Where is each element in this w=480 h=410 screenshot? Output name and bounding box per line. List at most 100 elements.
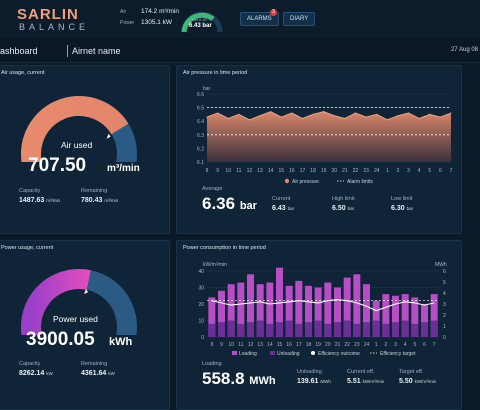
current-pressure-label: Current [272, 196, 291, 202]
power-x-tick: 10 [228, 342, 234, 348]
legend-efficiency-outcome: Efficiency outcome [318, 351, 360, 357]
pressure-point [407, 112, 410, 114]
unloading-bar [411, 323, 419, 337]
power-capacity-value: 8262.14 kW [19, 370, 53, 377]
loading-bar [305, 285, 312, 337]
pressure-x-tick: 17 [300, 168, 306, 174]
pressure-x-tick: 20 [332, 168, 338, 174]
pressure-point [333, 115, 335, 117]
power-value: 1305.1 kW [141, 19, 173, 26]
unloading-bar [372, 320, 380, 337]
unloading-bar [314, 320, 322, 337]
power-x-tick: 13 [257, 342, 263, 348]
unloading-bar [276, 322, 283, 337]
pressure-mini-gauge: Set 6.50 6.43 bar [180, 6, 224, 41]
power-x-tick: 15 [277, 342, 283, 348]
air-usage-gauge [21, 96, 137, 162]
power-x-tick: 23 [354, 342, 360, 348]
power-capacity-label: Capacity [19, 361, 41, 367]
pressure-point [259, 115, 261, 117]
power-y-left-tick: 10 [198, 319, 204, 325]
unloading-bar [247, 322, 254, 337]
pressure-area [207, 111, 451, 162]
air-pressure-title: Air pressure in time period [183, 70, 248, 76]
pressure-y-tick: 6.1 [197, 160, 204, 166]
pressure-x-tick: 18 [310, 168, 316, 174]
loading-bar [372, 300, 380, 337]
alarms-button[interactable]: ALARMS [240, 12, 279, 26]
pressure-y-tick: 6.5 [197, 106, 204, 112]
target-eff-value: 5.50 kW/m³/min [399, 378, 437, 385]
current-pressure-value: 6.43 bar [272, 205, 295, 212]
loading-bar [218, 290, 225, 337]
power-x-tick: 24 [364, 342, 370, 348]
legend-efficiency-target: Efficiency target [380, 351, 416, 357]
power-y-right-tick: 2 [443, 313, 446, 319]
power-y-right-tick: 3 [443, 302, 446, 308]
power-y-right-tick: 5 [443, 280, 446, 286]
power-used-value: 3900.05 [26, 329, 95, 350]
pressure-point [312, 113, 314, 115]
power-x-tick: 12 [248, 342, 254, 348]
unloading-bar [305, 322, 312, 337]
pressure-point [386, 119, 388, 121]
date-label: 27 Aug 08 [450, 47, 478, 53]
power-y-left-tick: 0 [201, 335, 204, 341]
power-consumption-title: Power consumption in time period [183, 245, 266, 251]
power-gauge-label: Power used [53, 314, 98, 324]
logo: SARLIN [17, 6, 79, 23]
unloading-bar [430, 320, 438, 337]
pressure-point [270, 111, 272, 113]
pressure-x-tick: 2 [397, 168, 400, 174]
loading-bar [247, 274, 254, 337]
loading-bar [237, 282, 245, 337]
pressure-point [248, 119, 251, 121]
pressure-y-tick: 6.2 [197, 146, 204, 152]
unloading-bar [295, 323, 303, 337]
unloading-bar [285, 320, 293, 337]
unloading-bar [218, 322, 225, 337]
efficiency-outcome-line [211, 299, 435, 312]
pressure-x-tick: 9 [216, 168, 219, 174]
unloading-label: Unloading [297, 369, 322, 375]
low-limit-label: Low limit [391, 196, 413, 202]
pressure-point [429, 113, 431, 115]
loading-bar [208, 297, 216, 337]
high-limit-label: High limit [332, 196, 355, 202]
power-y-left-tick: 20 [198, 302, 204, 308]
power-y-right-tick: 6 [443, 269, 446, 275]
current-eff-value: 5.51 kW/m³/min [347, 378, 385, 385]
high-limit-value: 6.50 bar [332, 205, 355, 212]
pressure-x-tick: 10 [225, 168, 231, 174]
pressure-point [206, 116, 208, 118]
power-y-left-unit: kW/m³/min [203, 262, 227, 268]
diary-button[interactable]: DIARY [283, 12, 316, 26]
pressure-line [206, 111, 452, 121]
unloading-bar [401, 320, 409, 337]
legend-loading-icon [232, 351, 237, 355]
loading-bar [256, 284, 264, 337]
power-x-tick: 19 [315, 342, 321, 348]
legend-alarm-limits: Alarm limits [347, 179, 373, 185]
pressure-x-tick: 1 [386, 168, 389, 174]
mini-gauge-value: 6.43 bar [189, 23, 212, 29]
air-capacity-value: 1487.63 m³/min [19, 197, 61, 204]
power-x-tick: 3 [394, 342, 397, 348]
pressure-y-tick: 6.4 [197, 119, 204, 125]
air-usage-title: Air usage, current [1, 70, 45, 76]
power-label: Power [120, 20, 135, 26]
legend-unloading: Unloading [277, 351, 300, 357]
page-title: ashboard [0, 46, 38, 56]
loading-bar [227, 284, 235, 337]
unloading-bar [256, 320, 264, 337]
pressure-y-tick: 6.6 [197, 92, 204, 98]
power-x-tick: 18 [306, 342, 312, 348]
pressure-x-tick: 4 [418, 168, 421, 174]
unloading-bar [266, 323, 274, 337]
loading-bar [411, 297, 419, 337]
pressure-point [301, 117, 304, 120]
logo-subtitle: BALANCE [19, 22, 90, 32]
legend-air-pressure: Air pressure [292, 179, 319, 185]
avg-pressure-label: Average [202, 186, 223, 192]
unloading-bar [392, 322, 399, 337]
